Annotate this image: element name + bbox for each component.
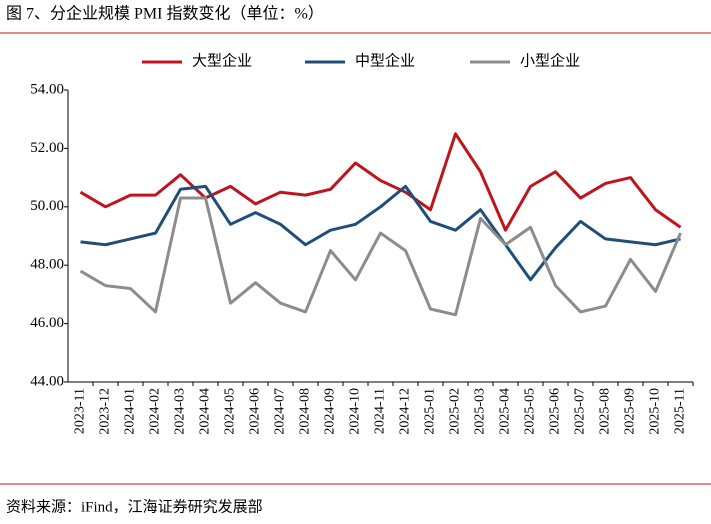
legend-label: 小型企业 [520,51,580,69]
series-line [80,184,681,282]
y-tick-label: 44.00 [30,373,64,389]
chart-title: 图 7、分企业规模 PMI 指数变化（单位：%） [6,5,324,23]
x-tick-label: 2024-08 [298,388,313,435]
source: 资料来源：iFind，江海证券研究发展部 [6,498,263,515]
x-tick-label: 2025-02 [448,388,463,435]
series-line [79,132,682,232]
series-line [79,196,682,317]
x-tick-label: 2024-12 [398,388,413,435]
x-tick-label: 2024-10 [348,388,363,435]
x-tick-label: 2024-07 [273,388,288,435]
x-tick-label: 2024-09 [323,388,338,435]
x-tick-label: 2024-02 [148,388,163,435]
y-tick-label: 46.00 [30,315,64,331]
legend-label: 中型企业 [355,51,415,69]
x-tick-label: 2025-04 [498,388,513,435]
x-tick-label: 2024-06 [248,388,263,435]
x-tick-label: 2025-01 [423,388,438,435]
x-tick-label: 2025-10 [648,388,663,435]
x-tick-label: 2025-05 [523,388,538,435]
x-tick-label: 2024-05 [223,388,238,435]
y-tick-label: 54.00 [30,81,64,97]
y-tick-label: 50.00 [30,198,64,214]
y-tick-label: 52.00 [30,140,64,156]
legend-label: 大型企业 [192,51,252,69]
x-tick-label: 2024-01 [123,388,138,435]
x-tick-label: 2025-11 [673,388,688,434]
x-tick-label: 2025-07 [573,388,588,435]
x-tick-label: 2023-12 [98,388,113,435]
x-tick-label: 2025-06 [548,388,563,435]
x-tick-label: 2024-03 [173,388,188,435]
x-tick-label: 2025-08 [598,388,613,435]
x-tick-label: 2025-03 [473,388,488,435]
x-tick-label: 2024-04 [198,388,213,435]
x-tick-label: 2024-11 [373,388,388,434]
x-tick-label: 2025-09 [623,388,638,435]
x-tick-label: 2023-11 [73,388,88,434]
y-tick-label: 48.00 [30,257,64,273]
